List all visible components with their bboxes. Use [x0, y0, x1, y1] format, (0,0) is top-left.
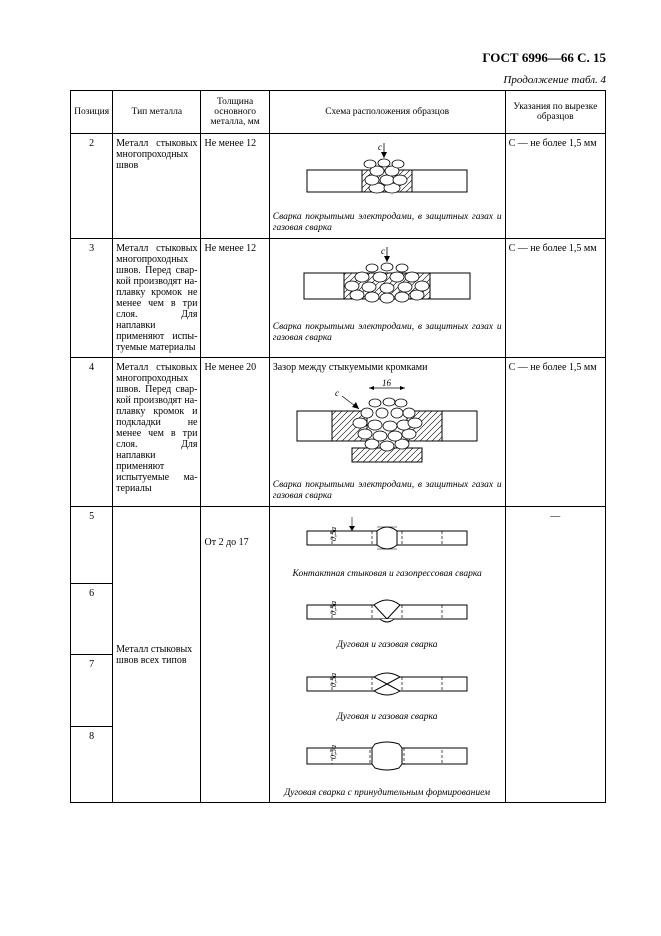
cell-thick: Не менее 12	[201, 238, 269, 357]
diagram-caption: Сварка покрытыми электродами, в защитных…	[273, 322, 502, 344]
table-row: 2 Металл стыковых многопроходных швов Не…	[71, 134, 606, 239]
cell-pos: 5	[71, 506, 113, 583]
note-text: С — не более 1,5 мм	[509, 138, 597, 149]
col-position: Позиция	[71, 91, 113, 134]
cell-metal: Металл стыковых многопроходных швов. Пер…	[113, 357, 201, 506]
note-text: С — не более 1,5 мм	[509, 362, 597, 373]
weld-diagram-8: 0,5а	[292, 730, 482, 785]
col-diagram: Схема расположения образцов	[269, 91, 505, 134]
weld-diagram-2: с	[292, 138, 482, 208]
cell-diagram: 0,5а Дуговая сварка с принуди­тельным фо…	[269, 726, 505, 803]
svg-text:0,5а: 0,5а	[329, 601, 338, 615]
gap-label: Зазор между стыкуемыми кромками	[273, 362, 502, 373]
svg-text:с: с	[381, 246, 385, 256]
weld-diagram-6: 0,5а	[292, 587, 482, 637]
cell-note: С — не более 1,5 мм	[505, 134, 605, 239]
table-row: 4 Металл стыковых многопроходных швов. П…	[71, 357, 606, 506]
diagram-caption: Сварка покрытыми электродами, в защитных…	[273, 212, 502, 234]
cell-thick-shared: От 2 до 17	[201, 506, 269, 803]
weld-diagram-5: 0,5а	[292, 511, 482, 566]
table-continuation: Продолжение табл. 4	[70, 74, 606, 86]
cell-diagram: с Сварка покрытыми электродами, в защитн…	[269, 134, 505, 239]
cell-diagram: 0,5а Дуговая и газовая сварка	[269, 583, 505, 654]
cell-pos: 7	[71, 655, 113, 726]
thick-shared-text: От 2 до 17	[204, 537, 248, 548]
cell-note: С — не более 1,5 мм	[505, 238, 605, 357]
cell-note-shared: —	[505, 506, 605, 803]
svg-text:16: 16	[382, 378, 392, 388]
cell-thick: Не менее 20	[201, 357, 269, 506]
svg-text:с: с	[378, 142, 382, 152]
svg-text:0,5а: 0,5а	[329, 673, 338, 687]
weld-diagram-3: с	[292, 243, 482, 318]
diagram-caption: Дуговая и газовая сварка	[273, 640, 502, 650]
col-thickness: Толщина основного металла, мм	[201, 91, 269, 134]
cell-pos: 2	[71, 134, 113, 239]
note-text: С — не более 1,5 мм	[509, 243, 597, 254]
cell-metal-shared: Металл стыковых швов всех типов	[113, 506, 201, 803]
weld-diagram-4: 16	[287, 376, 487, 476]
page: ГОСТ 6996—66 С. 15 Продолжение табл. 4 П…	[0, 0, 661, 936]
dash-text: —	[550, 511, 560, 522]
col-notes: Указания по вырезке образцов	[505, 91, 605, 134]
cell-diagram: с Сварка покрытыми электродами, в защитн…	[269, 238, 505, 357]
svg-text:0,5а: 0,5а	[329, 745, 338, 759]
cell-thick: Не менее 12	[201, 134, 269, 239]
table-row: 3 Металл стыковых многопроходных швов. П…	[71, 238, 606, 357]
diagram-caption: Контактная стыковая и газопрессовая свар…	[273, 569, 502, 579]
svg-text:0,5а: 0,5а	[329, 527, 338, 541]
weld-diagram-7: 0,5а	[292, 659, 482, 709]
cell-pos: 3	[71, 238, 113, 357]
cell-metal: Металл стыковых многопроходных швов	[113, 134, 201, 239]
metal-shared-text: Металл стыковых швов всех типов	[116, 644, 192, 666]
cell-diagram: Зазор между стыкуемыми кромками 16	[269, 357, 505, 506]
doc-header: ГОСТ 6996—66 С. 15	[70, 50, 606, 66]
specimen-table: Позиция Тип металла Толщина основного ме…	[70, 90, 606, 803]
col-metal-type: Тип металла	[113, 91, 201, 134]
diagram-caption: Сварка покрытыми электродами, в защитных…	[273, 480, 502, 502]
cell-diagram: 0,5а Контактная стыковая и газопрессовая…	[269, 506, 505, 583]
table-row: 5 Металл стыковых швов всех типов От 2 д…	[71, 506, 606, 583]
cell-note: С — не более 1,5 мм	[505, 357, 605, 506]
cell-metal: Металл стыковых многопроходных швов. Пер…	[113, 238, 201, 357]
cell-diagram: 0,5а Дуговая и газовая сварка	[269, 655, 505, 726]
diagram-caption: Дуговая сварка с принуди­тельным формиро…	[273, 788, 502, 798]
cell-pos: 8	[71, 726, 113, 803]
table-header-row: Позиция Тип металла Толщина основного ме…	[71, 91, 606, 134]
cell-pos: 4	[71, 357, 113, 506]
cell-pos: 6	[71, 583, 113, 654]
diagram-caption: Дуговая и газовая сварка	[273, 712, 502, 722]
svg-text:с: с	[335, 388, 339, 398]
